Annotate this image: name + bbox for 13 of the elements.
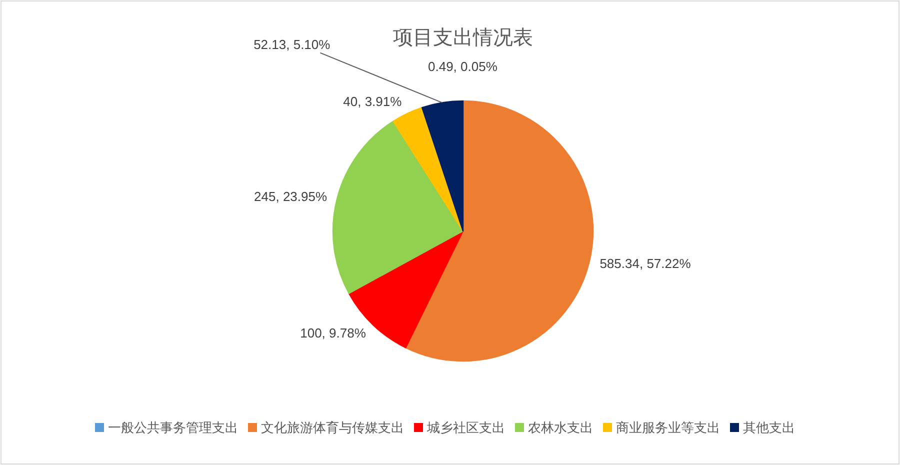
data-label: 52.13, 5.10% [254,36,331,52]
legend-label: 一般公共事务管理支出 [108,420,238,435]
legend-label: 商业服务业等支出 [616,420,720,435]
data-label: 40, 3.91% [343,94,402,109]
chart-title: 项目支出情况表 [393,27,533,49]
legend-label: 城乡社区支出 [426,420,505,435]
legend-label: 其他支出 [743,420,795,435]
data-label: 0.49, 0.05% [428,59,498,74]
data-label: 585.34, 57.22% [600,256,692,271]
data-label: 100, 9.78% [300,325,366,340]
legend-label: 农林水支出 [528,420,593,435]
legend-label: 文化旅游体育与传媒支出 [261,420,404,435]
data-label: 245, 23.95% [254,188,328,204]
